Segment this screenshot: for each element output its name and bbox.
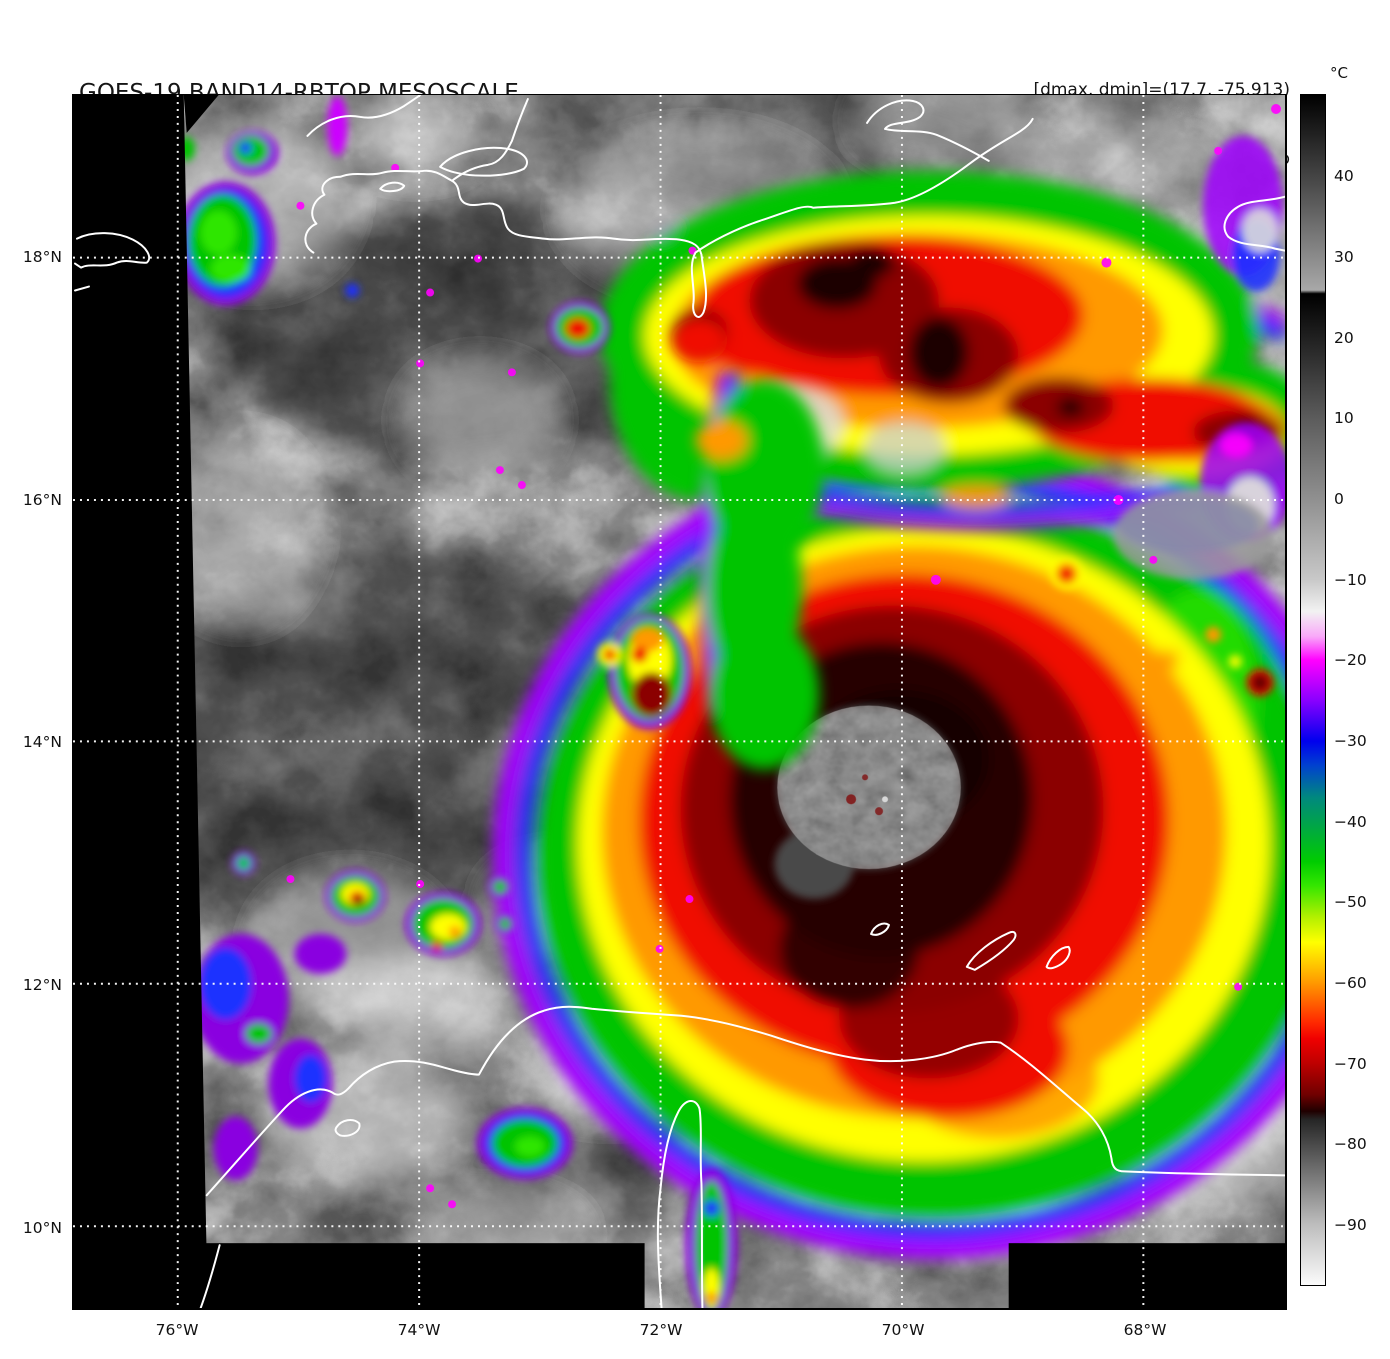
northwest-storm-cluster — [175, 95, 360, 306]
coast-gonave-island — [379, 181, 406, 193]
coast-colombia-bottom — [199, 1244, 221, 1308]
coast-puerto-rico — [1223, 195, 1285, 252]
lon-label-76w: 76°W — [155, 1321, 199, 1339]
coast-haiti-north-claw — [451, 97, 529, 182]
colorbar-tick-m30: −30 — [1334, 732, 1367, 750]
lat-label-18n: 18°N — [22, 248, 62, 266]
colorbar-tick-m20: −20 — [1334, 651, 1367, 669]
colorbar-tick-m70: −70 — [1334, 1055, 1367, 1073]
colorbar-tick-10: 10 — [1334, 409, 1354, 427]
coast-paraguana-peninsula — [656, 1100, 704, 1308]
lat-label-12n: 12°N — [22, 976, 62, 994]
colorbar-tick-m10: −10 — [1334, 571, 1367, 589]
no-data-mask — [73, 95, 1285, 1308]
coast-bonaire — [1045, 945, 1071, 970]
colorbar-tick-30: 30 — [1334, 248, 1354, 266]
east-convective-spots — [1050, 557, 1275, 697]
lon-label-68w: 68°W — [1123, 1321, 1167, 1339]
colorbar — [1300, 94, 1326, 1286]
colorbar-tick-0: 0 — [1334, 490, 1344, 508]
lat-label-14n: 14°N — [22, 733, 62, 751]
coast-south-america — [205, 1005, 1285, 1197]
colorbar-tick-m40: −40 — [1334, 813, 1367, 831]
colorbar-tick-40: 40 — [1334, 167, 1354, 185]
east-edge-features — [1113, 135, 1285, 580]
coast-jamaica — [73, 232, 151, 269]
colorbar-tick-20: 20 — [1334, 329, 1354, 347]
coast-curacao — [965, 930, 1017, 971]
colorbar-tick-m90: −90 — [1334, 1216, 1367, 1234]
coast-hispaniola-south — [304, 117, 1034, 318]
lon-label-70w: 70°W — [881, 1321, 925, 1339]
coast-tortue-island — [439, 146, 528, 177]
satellite-image — [73, 95, 1285, 1308]
lat-label-10n: 10°N — [22, 1219, 62, 1237]
coast-cuba-segment — [306, 95, 422, 137]
colorbar-tick-m60: −60 — [1334, 974, 1367, 992]
coast-aruba — [870, 922, 890, 936]
colorbar-unit-label: °C — [1330, 64, 1348, 82]
lat-label-16n: 16°N — [22, 491, 62, 509]
coast-dr-northeast — [866, 99, 990, 162]
coast-lake-maracaibo — [334, 1118, 361, 1137]
product-title: GOES-19 BAND14-RBTOP MESOSCALE — [79, 80, 519, 106]
lon-label-72w: 72°W — [639, 1321, 683, 1339]
satellite-map: Copyright © 2020-2025 Dapiya — [72, 94, 1287, 1310]
feeder-band-west — [671, 318, 825, 770]
colorbar-tick-m50: −50 — [1334, 893, 1367, 911]
colorbar-tick-m80: −80 — [1334, 1135, 1367, 1153]
magenta-speckles — [286, 103, 1282, 1209]
southwest-storm-field — [192, 851, 738, 1308]
coastlines — [73, 95, 1285, 1308]
lon-label-74w: 74°W — [397, 1321, 441, 1339]
coast-jamaica-tail — [73, 285, 90, 292]
